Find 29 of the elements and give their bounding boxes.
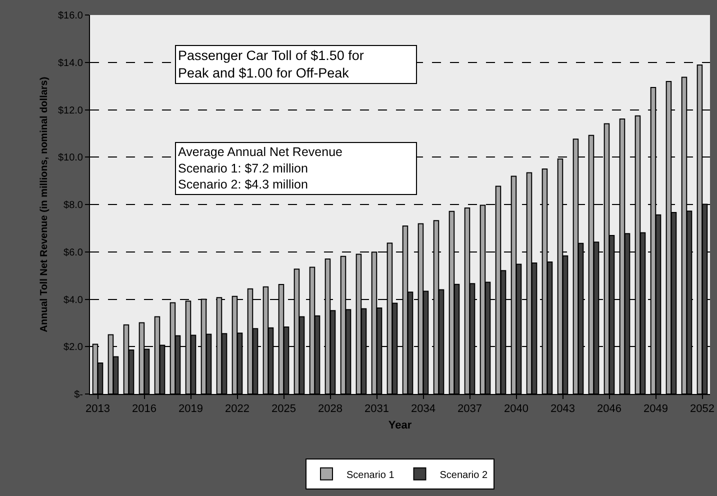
x-axis-title: Year <box>388 419 412 432</box>
y-tick-label: $4.0 <box>64 294 84 306</box>
x-tick-label: 2049 <box>644 403 668 416</box>
legend-label: Scenario 1 <box>346 470 395 481</box>
y-tick-label: $14.0 <box>58 58 84 69</box>
x-tick-label: 2013 <box>86 403 110 416</box>
x-tick-label: 2031 <box>364 403 389 416</box>
x-tick-label: 2025 <box>272 403 296 416</box>
x-tick-label: 2037 <box>458 403 482 416</box>
y-tick-label: $10.0 <box>58 152 84 164</box>
x-tick-label: 2022 <box>225 403 250 416</box>
x-tick-label: 2052 <box>690 403 714 416</box>
y-tick-label: $- <box>74 390 83 400</box>
annotation: Average Annual Net Revenue Scenario 1: $7.2 million Scenario 2: $4.3 million <box>178 145 343 192</box>
legend-label: Scenario 2 <box>440 470 488 481</box>
y-axis-title: Annual Toll Net Revenue (in millions, nominal dollars) <box>38 76 50 332</box>
y-tick-label: $8.0 <box>64 200 84 211</box>
x-tick-label: 2043 <box>550 403 575 416</box>
x-tick-label: 2046 <box>597 403 622 416</box>
y-tick-label: $6.0 <box>64 247 84 258</box>
x-tick-label: 2034 <box>411 403 436 416</box>
annotation: Passenger Car Toll of $1.50 for Peak and $1.00 for Off-Peak <box>178 48 364 81</box>
x-tick-label: 2019 <box>178 403 203 416</box>
x-tick-label: 2016 <box>132 403 156 416</box>
y-tick-label: $12.0 <box>58 105 84 116</box>
x-tick-label: 2028 <box>318 403 342 416</box>
y-tick-label: $16.0 <box>58 10 84 22</box>
y-tick-label: $2.0 <box>64 342 84 354</box>
x-tick-label: 2040 <box>504 403 528 416</box>
